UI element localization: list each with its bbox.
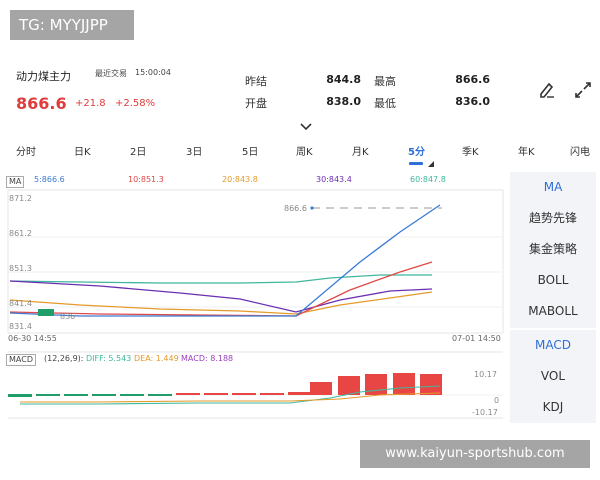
prev-close-value: 844.8 [326,73,361,86]
low-value: 836.0 [455,95,490,108]
indicator-vol[interactable]: VOL [540,369,566,383]
macd-bar [420,374,442,395]
macd-bar [365,374,387,395]
y-label-top: 871.2 [9,194,32,203]
site-watermark: www.kaiyun-sportshub.com [360,440,590,468]
indicator-ma[interactable]: MA [543,180,563,194]
ma30-line [9,280,433,313]
current-price-dot [310,206,314,210]
macd-bar [338,376,360,395]
ma5-line [9,204,441,317]
time-end-label: 07-01 14:50 [452,334,501,343]
tab-weekly-k[interactable]: 周K [296,147,313,158]
macd-bars [8,373,442,397]
indicator-kdj[interactable]: KDJ [542,400,564,414]
ma5-legend: 5:866.6 [34,175,65,184]
tab-daily-k[interactable]: 日K [74,147,91,158]
ma60-line [9,274,432,284]
indicator-trend-pioneer[interactable]: 趋势先锋 [528,211,577,225]
y-label-bottom: 831.4 [9,322,32,331]
tab-yearly-k[interactable]: 年K [518,147,535,158]
macd-macd-value: MACD: 8.188 [181,354,234,363]
macd-bar [288,392,310,395]
tab-3-day[interactable]: 3日 [186,147,203,158]
time-start-label: 06-30 14:55 [8,334,57,343]
macd-diff-value: DIFF: 5.543 [86,354,132,363]
y-label: 861.2 [9,229,32,238]
open-value: 838.0 [326,95,361,108]
ma10-legend: 10:851.3 [128,175,164,184]
candle [38,309,54,316]
expand-arrows-icon[interactable] [573,80,593,104]
macd-bar [204,393,228,395]
y-label: 851.3 [9,264,32,273]
low-label: 最低 [374,97,396,110]
indicator-maboll[interactable]: MABOLL [528,304,578,318]
price-change: +21.8 [75,98,106,109]
ma10-line [9,261,433,317]
ma20-line [9,291,433,315]
current-price: 866.6 [16,94,67,113]
ma20-legend: 20:843.8 [222,175,258,184]
tab-5-day[interactable]: 5日 [242,147,259,158]
macd-bar [120,394,144,396]
indicator-boll[interactable]: BOLL [537,273,569,287]
tab-2-day[interactable]: 2日 [130,147,147,158]
price-chart-frame [7,189,504,334]
macd-bar [36,394,60,396]
sub-indicator-group: MACD VOL KDJ [510,330,596,423]
macd-bar [310,382,332,395]
macd-bar [64,394,88,396]
tab-quarterly-k[interactable]: 季K [462,147,479,158]
tab-monthly-k[interactable]: 月K [352,147,369,158]
tab-lightning[interactable]: 闪电 [570,147,590,158]
last-trade-time: 15:00:04 [135,68,171,77]
triangle-dropdown-icon[interactable] [428,152,434,171]
open-label: 开盘 [245,97,267,110]
macd-params: (12,26,9): [44,354,84,363]
current-price-marker: 866.6 [284,204,307,213]
macd-badge[interactable]: MACD [6,354,36,366]
indicator-macd[interactable]: MACD [535,338,571,352]
price-change-pct: +2.58% [115,98,156,109]
low-price-marker: 836 [60,312,76,321]
tg-badge: TG: MYYJJPP [10,10,134,40]
macd-dea-value: DEA: 1.449 [134,354,179,363]
y-label: 841.4 [9,299,32,308]
macd-bar [148,394,172,396]
dea-line [20,392,441,403]
macd-axis-zero: 0 [494,396,500,405]
macd-bar [393,373,415,395]
tab-fenshi[interactable]: 分时 [16,147,36,158]
ma60-legend: 60:847.8 [410,175,446,184]
macd-axis-bottom: -10.17 [472,408,498,417]
ma30-legend: 30:843.4 [316,175,352,184]
price-chart[interactable] [0,0,510,430]
indicator-panel: MA 趋势先锋 集金策略 BOLL MABOLL MACD VOL KDJ [510,172,596,423]
high-label: 最高 [374,75,396,88]
macd-bar [260,393,284,395]
ma-badge[interactable]: MA [6,176,25,188]
macd-bar [232,393,256,395]
chevron-down-icon[interactable] [300,116,312,135]
last-trade-label: 最近交易 [95,69,127,78]
tab-5-min[interactable]: 5分 [408,147,425,158]
macd-axis-top: 10.17 [474,370,497,379]
macd-bar [92,394,116,396]
high-value: 866.6 [455,73,490,86]
macd-bar [8,394,32,397]
prev-close-label: 昨结 [245,75,267,88]
pen-draw-icon[interactable] [537,80,557,104]
macd-bar [176,393,200,395]
indicator-gold-strategy[interactable]: 集金策略 [528,242,577,256]
main-indicator-group: MA 趋势先锋 集金策略 BOLL MABOLL [510,172,596,328]
stock-name: 动力煤主力 [16,70,71,83]
active-tab-indicator [409,162,423,165]
